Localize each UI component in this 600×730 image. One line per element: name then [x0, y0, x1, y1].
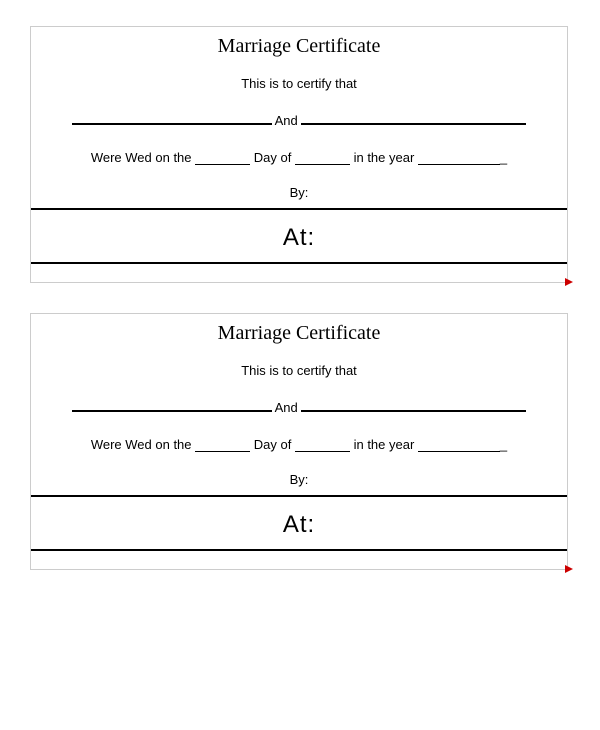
- officiant-rule: [31, 495, 567, 497]
- spouse-2-blank: [301, 410, 526, 412]
- in-year-label: in the year: [354, 150, 415, 165]
- certificate-card: Marriage Certificate This is to certify …: [30, 26, 568, 283]
- by-label: By:: [31, 185, 567, 200]
- triangle-marker-icon: [565, 565, 573, 573]
- wed-row: Were Wed on the Day of in the year _: [31, 437, 567, 452]
- certificate-title: Marriage Certificate: [31, 322, 567, 345]
- year-blank: [418, 164, 500, 165]
- spouse-2-blank: [301, 123, 526, 125]
- spouse-1-blank: [72, 123, 272, 125]
- day-of-label: Day of: [254, 437, 292, 452]
- and-label: And: [275, 400, 298, 415]
- names-row: And: [31, 113, 567, 128]
- certificate-card: Marriage Certificate This is to certify …: [30, 313, 568, 570]
- location-rule: [31, 549, 567, 551]
- wed-row: Were Wed on the Day of in the year _: [31, 150, 567, 165]
- names-row: And: [31, 400, 567, 415]
- year-blank: [418, 451, 500, 452]
- wed-prefix: Were Wed on the: [91, 437, 192, 452]
- officiant-rule: [31, 208, 567, 210]
- day-of-label: Day of: [254, 150, 292, 165]
- at-label: At:: [31, 224, 567, 252]
- day-blank: [195, 451, 250, 452]
- trailing-char: _: [500, 150, 507, 165]
- month-blank: [295, 451, 350, 452]
- day-blank: [195, 164, 250, 165]
- certify-text: This is to certify that: [31, 76, 567, 91]
- triangle-marker-icon: [565, 278, 573, 286]
- certify-text: This is to certify that: [31, 363, 567, 378]
- certificate-title: Marriage Certificate: [31, 35, 567, 58]
- wed-prefix: Were Wed on the: [91, 150, 192, 165]
- by-label: By:: [31, 472, 567, 487]
- at-label: At:: [31, 511, 567, 539]
- and-label: And: [275, 113, 298, 128]
- month-blank: [295, 164, 350, 165]
- location-rule: [31, 262, 567, 264]
- trailing-char: _: [500, 437, 507, 452]
- spouse-1-blank: [72, 410, 272, 412]
- in-year-label: in the year: [354, 437, 415, 452]
